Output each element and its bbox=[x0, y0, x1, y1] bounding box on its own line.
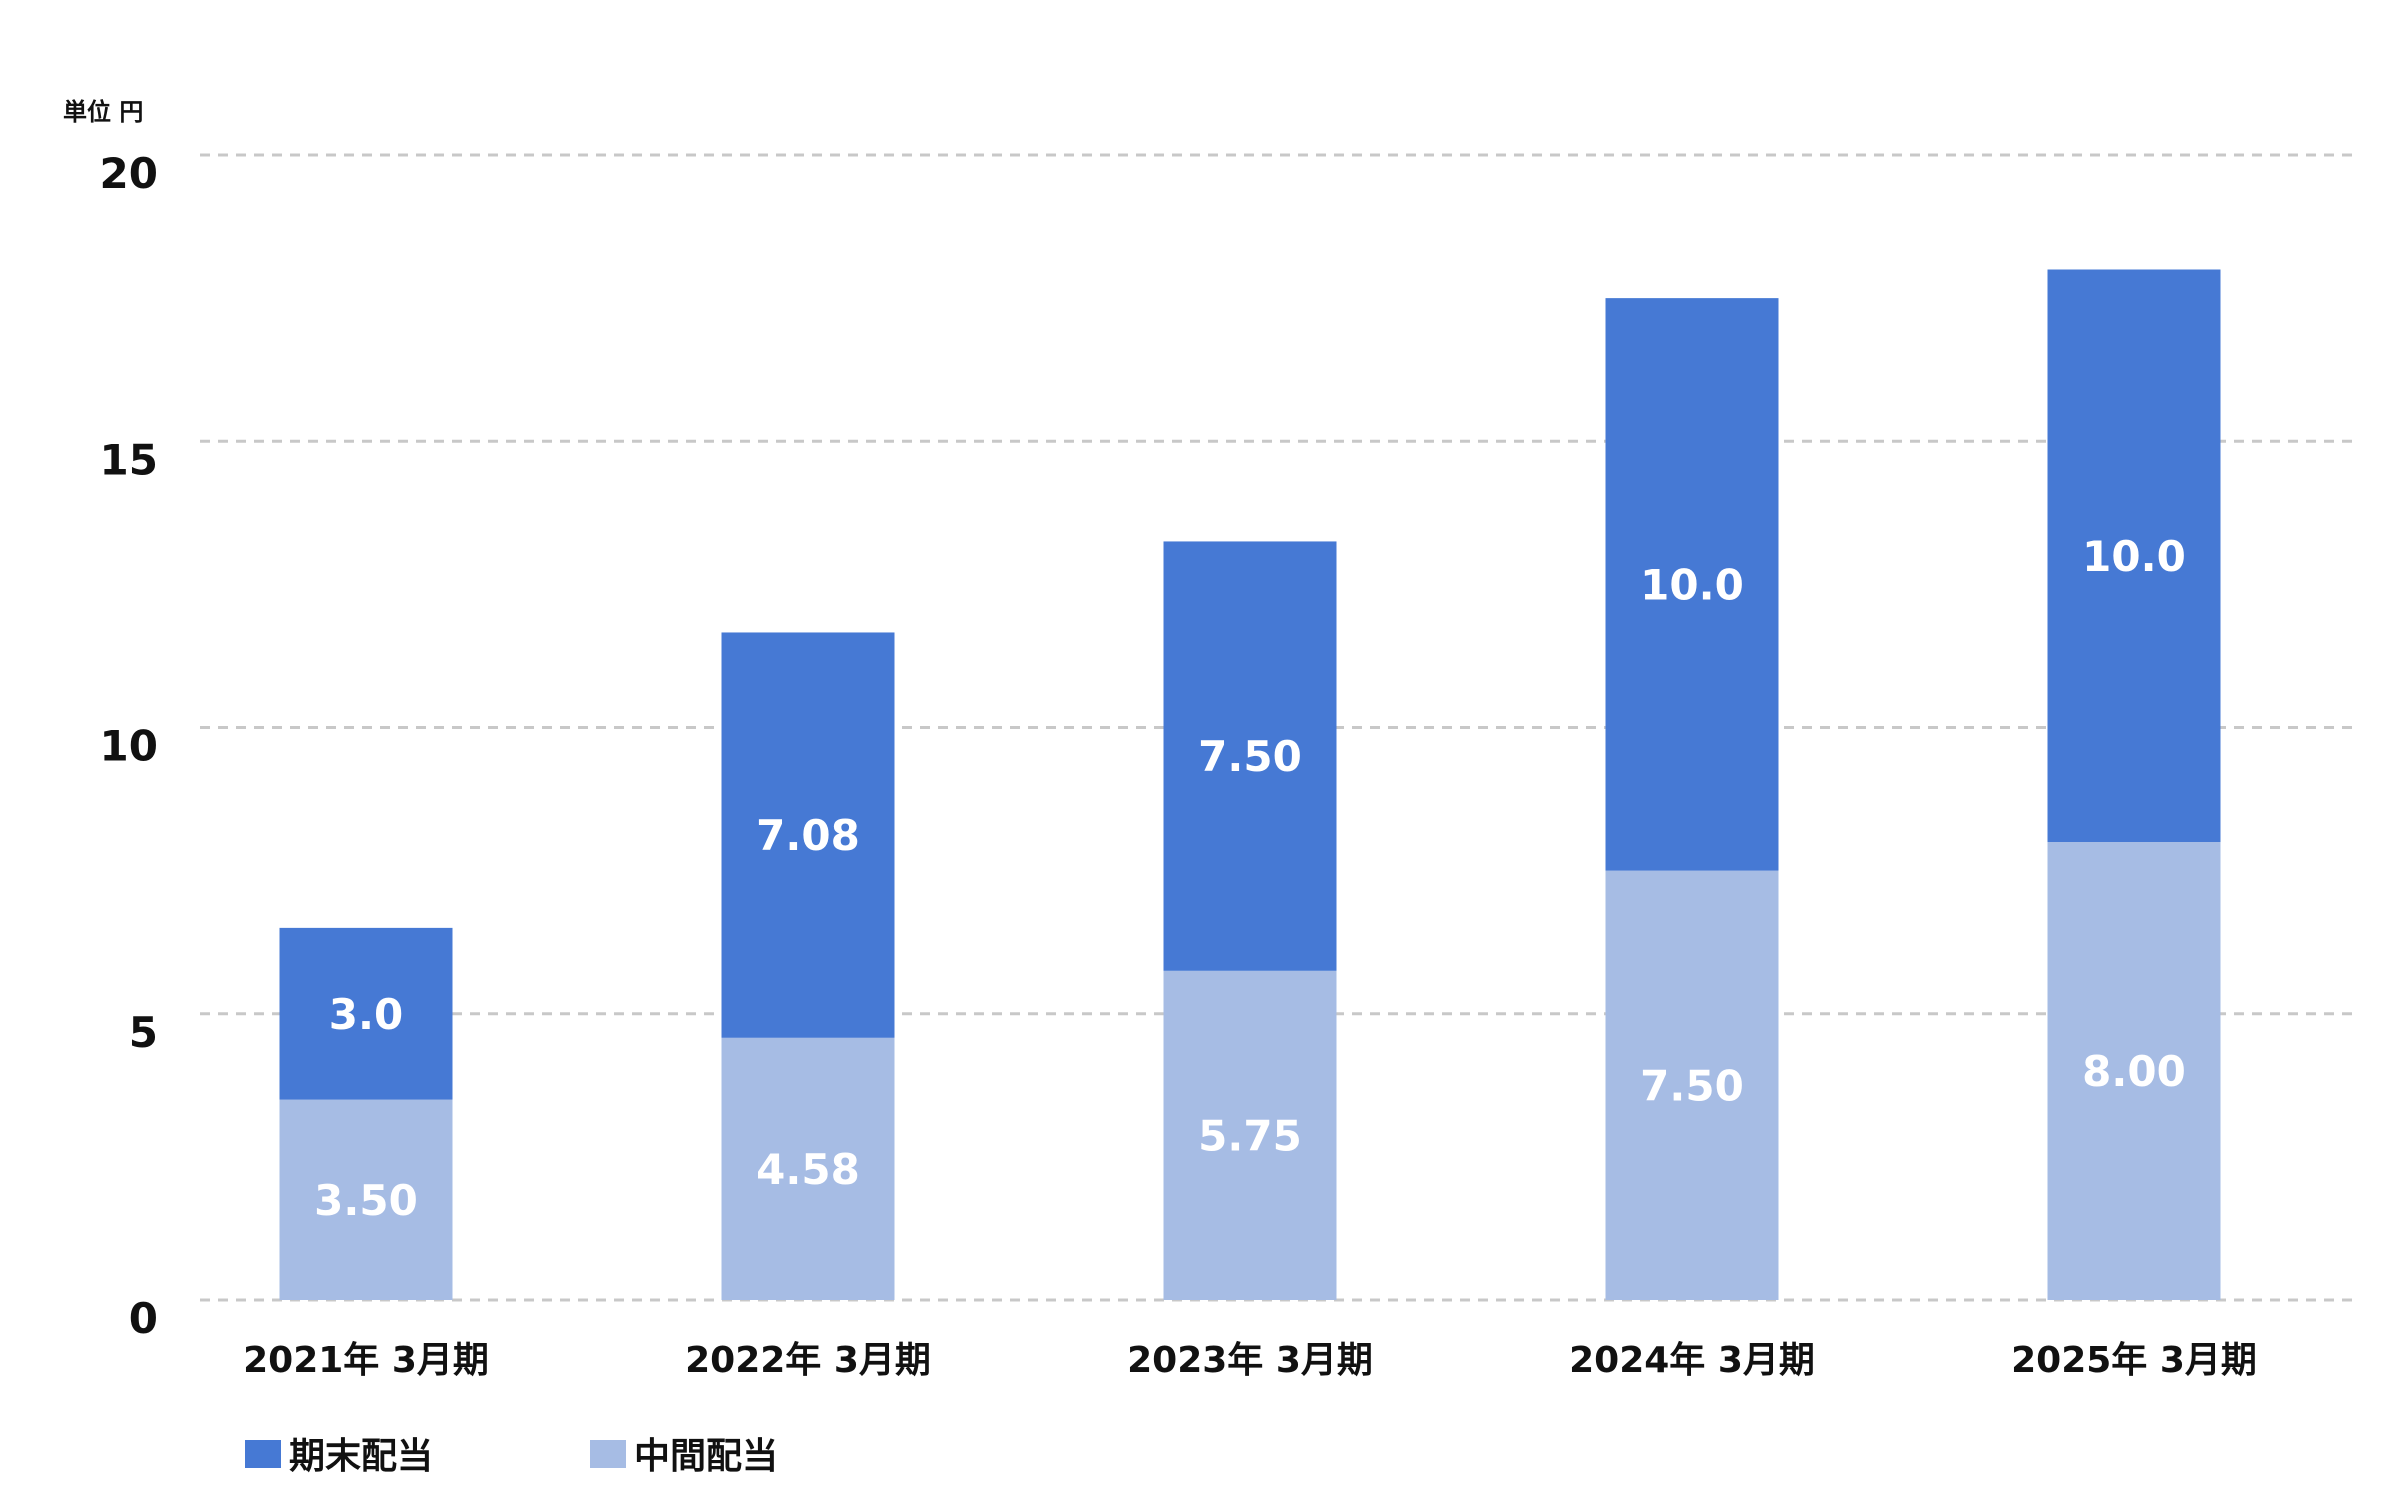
x-tick-label: 2024年 3月期 bbox=[1569, 1340, 1815, 1381]
bar-segment bbox=[279, 1099, 453, 1300]
bar-segment bbox=[2047, 269, 2221, 842]
legend-swatch bbox=[590, 1440, 626, 1468]
y-tick-label: 5 bbox=[129, 1008, 158, 1057]
x-tick-label: 2021年 3月期 bbox=[243, 1340, 489, 1381]
bar-segment bbox=[721, 1037, 895, 1300]
y-tick-label: 0 bbox=[129, 1294, 158, 1343]
y-tick-label: 15 bbox=[100, 435, 158, 484]
legend-label: 中間配当 bbox=[634, 1436, 778, 1477]
data-label: 5.75 bbox=[1198, 1111, 1302, 1160]
unit-label: 単位 円 bbox=[63, 98, 143, 126]
bar-segment bbox=[2047, 842, 2221, 1300]
data-label: 8.00 bbox=[2082, 1047, 2186, 1096]
data-label: 7.08 bbox=[756, 811, 860, 860]
bar-segment bbox=[279, 927, 453, 1100]
x-tick-label: 2025年 3月期 bbox=[2011, 1340, 2257, 1381]
bar-segment bbox=[1605, 870, 1779, 1300]
x-tick-label: 2023年 3月期 bbox=[1127, 1340, 1373, 1381]
bars bbox=[279, 269, 2221, 1300]
data-label: 7.50 bbox=[1198, 732, 1302, 781]
data-labels: 3.50 3.0 4.58 7.08 5.75 7.50 7.50 10.0 8.00 10.0 bbox=[314, 532, 2186, 1225]
y-tick-label: 10 bbox=[100, 722, 158, 771]
data-label: 3.50 bbox=[314, 1176, 418, 1225]
bar-segment bbox=[1163, 970, 1337, 1300]
bar-segment bbox=[1605, 298, 1779, 871]
y-tick-label: 20 bbox=[100, 149, 158, 198]
bar-segment bbox=[1163, 541, 1337, 971]
data-label: 7.50 bbox=[1640, 1061, 1744, 1110]
x-axis-ticks: 2021年 3月期 2022年 3月期 2023年 3月期 2024年 3月期 2025… bbox=[243, 1340, 2257, 1381]
data-label: 4.58 bbox=[756, 1145, 860, 1194]
data-label: 3.0 bbox=[329, 990, 403, 1039]
bar-segment bbox=[721, 632, 895, 1038]
y-axis-ticks: 0 5 10 15 20 bbox=[100, 149, 158, 1343]
legend-label: 期末配当 bbox=[289, 1436, 433, 1477]
data-label: 10.0 bbox=[2082, 532, 2186, 581]
legend-swatch bbox=[245, 1440, 281, 1468]
data-label: 10.0 bbox=[1640, 560, 1744, 609]
x-tick-label: 2022年 3月期 bbox=[685, 1340, 931, 1381]
legend: 期末配当 中間配当 bbox=[245, 1436, 778, 1477]
